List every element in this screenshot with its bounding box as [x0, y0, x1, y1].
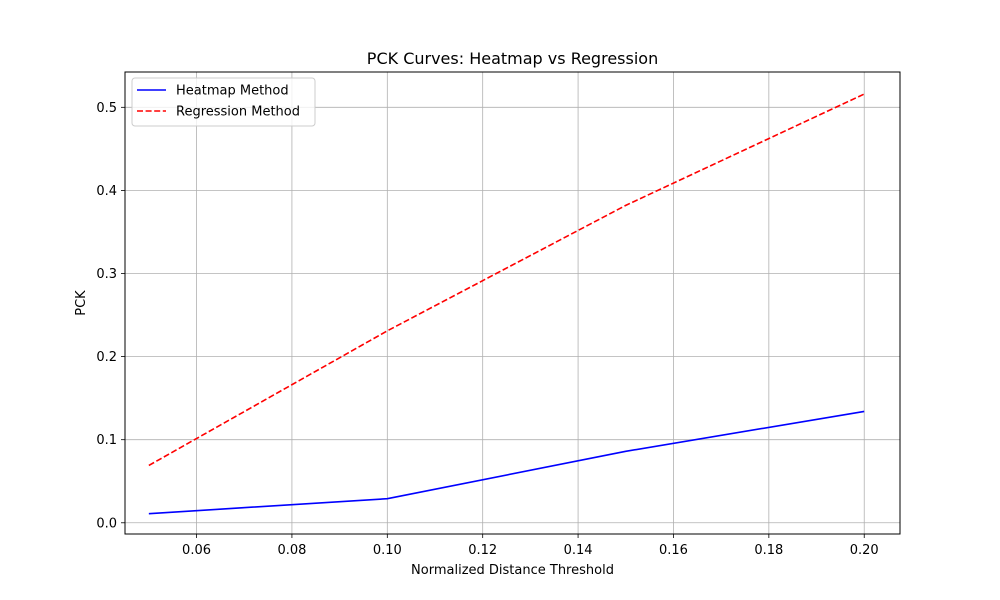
y-tick-label: 0.5 — [96, 101, 117, 116]
x-tick-label: 0.14 — [564, 543, 593, 558]
y-tick-label: 0.2 — [96, 350, 117, 365]
y-tick-label: 0.0 — [96, 516, 117, 531]
x-axis-label: Normalized Distance Threshold — [411, 563, 614, 578]
series-lines — [148, 93, 865, 515]
grid-lines — [125, 72, 900, 534]
legend: Heatmap Method Regression Method — [131, 77, 316, 127]
x-tick-label: 0.18 — [754, 543, 783, 558]
x-tick-label: 0.06 — [182, 543, 211, 558]
legend-box — [131, 77, 316, 127]
chart-title: PCK Curves: Heatmap vs Regression — [367, 49, 658, 68]
plot-area-frame — [124, 71, 901, 535]
series-line-heatmap — [148, 410, 865, 515]
x-tick-label: 0.08 — [277, 543, 306, 558]
x-tick-label: 0.12 — [468, 543, 497, 558]
series-line-regression — [148, 93, 865, 467]
y-tick-label: 0.4 — [96, 184, 117, 199]
x-tick-label: 0.16 — [659, 543, 688, 558]
axis-ticks: 0.06 0.08 0.10 0.12 0.14 0.16 0.18 0.20 0.0 0.1 0.… — [96, 101, 878, 558]
y-axis-label: PCK — [74, 290, 89, 316]
legend-label-regression: Regression Method — [176, 105, 300, 120]
y-tick-label: 0.3 — [96, 267, 117, 282]
y-tick-label: 0.1 — [96, 433, 117, 448]
x-tick-label: 0.10 — [373, 543, 402, 558]
x-tick-label: 0.20 — [850, 543, 879, 558]
legend-label-heatmap: Heatmap Method — [176, 84, 289, 99]
